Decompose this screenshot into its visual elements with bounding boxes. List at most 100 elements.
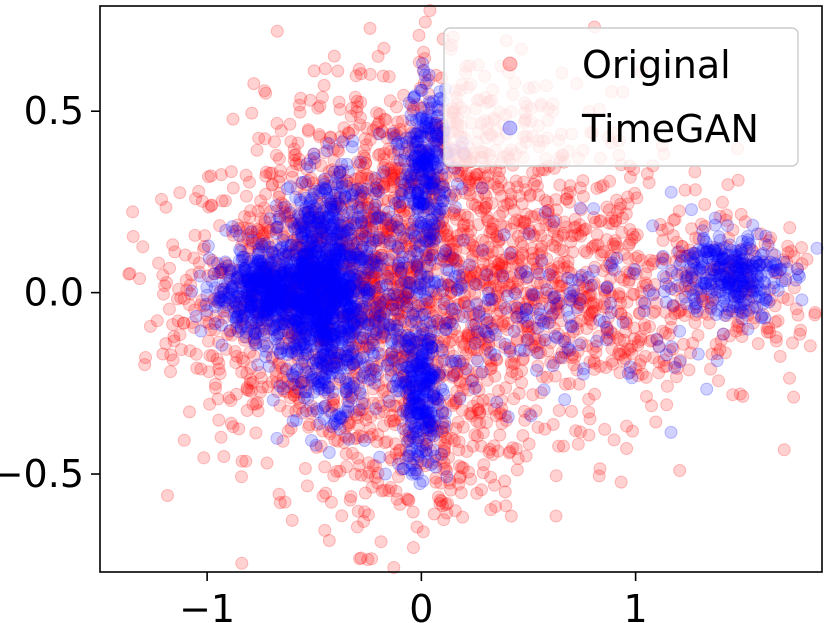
data-point	[343, 231, 357, 245]
data-point	[283, 391, 297, 405]
data-point	[238, 274, 252, 288]
data-point	[365, 356, 379, 370]
data-point	[504, 355, 518, 369]
data-point	[274, 317, 287, 331]
data-point	[245, 285, 259, 298]
data-point	[299, 310, 313, 324]
data-point	[320, 318, 334, 332]
data-point	[280, 256, 294, 270]
data-point	[194, 324, 208, 338]
data-point	[243, 222, 257, 236]
data-point	[589, 215, 602, 229]
series-original	[122, 4, 822, 574]
data-point	[390, 492, 404, 506]
data-point	[278, 265, 292, 279]
data-point	[200, 304, 214, 318]
data-point	[493, 428, 507, 442]
data-point	[285, 234, 299, 248]
data-point	[333, 422, 347, 436]
data-point	[510, 463, 524, 477]
data-point	[273, 259, 287, 273]
data-point	[224, 416, 238, 430]
data-point	[199, 315, 213, 329]
data-point	[276, 201, 290, 215]
data-point	[430, 110, 444, 124]
data-point	[386, 217, 400, 231]
data-point	[552, 404, 566, 417]
data-point	[300, 248, 314, 261]
data-point	[439, 498, 453, 511]
data-point	[354, 169, 368, 183]
data-point	[688, 165, 702, 179]
data-point	[261, 236, 275, 250]
data-point	[231, 289, 245, 303]
data-point	[245, 316, 259, 330]
data-point	[386, 414, 400, 428]
data-point	[353, 111, 367, 125]
data-point	[238, 251, 252, 265]
data-point	[410, 520, 424, 534]
data-point	[516, 248, 530, 262]
data-point	[190, 361, 204, 375]
data-point	[475, 483, 488, 497]
data-point	[751, 337, 765, 351]
data-point	[248, 291, 262, 305]
data-point	[473, 405, 487, 419]
data-point	[424, 331, 438, 345]
data-point	[321, 362, 334, 376]
data-point	[466, 439, 480, 453]
data-point	[352, 62, 366, 76]
data-point	[177, 292, 191, 306]
data-point	[607, 433, 621, 447]
data-point	[261, 292, 274, 306]
data-point	[316, 230, 330, 244]
data-point	[269, 238, 283, 252]
data-point	[161, 489, 174, 502]
data-point	[245, 106, 259, 120]
data-point	[585, 241, 599, 255]
data-point	[353, 252, 367, 266]
data-point	[133, 272, 147, 286]
data-point	[295, 273, 309, 287]
data-point	[290, 182, 304, 196]
data-point	[202, 251, 216, 265]
data-point	[373, 147, 387, 161]
data-point	[322, 293, 336, 307]
data-point	[322, 317, 336, 331]
data-point	[488, 369, 502, 383]
data-point	[395, 414, 409, 428]
data-point	[565, 229, 579, 243]
data-point	[237, 354, 250, 368]
data-point	[252, 305, 266, 319]
data-point	[152, 256, 166, 270]
data-point	[298, 363, 312, 377]
data-point	[243, 300, 257, 314]
data-point	[511, 229, 525, 243]
data-point	[332, 266, 346, 280]
data-point	[365, 428, 379, 441]
data-point	[339, 260, 353, 274]
data-point	[557, 255, 571, 269]
data-point	[201, 170, 215, 184]
data-point	[401, 493, 415, 507]
data-point	[200, 308, 214, 322]
data-point	[297, 204, 311, 218]
data-point	[281, 247, 295, 261]
data-point	[296, 406, 310, 420]
data-point	[406, 505, 420, 519]
data-point	[202, 200, 216, 214]
data-point	[405, 319, 419, 332]
data-point	[274, 124, 288, 138]
data-point	[583, 412, 597, 426]
data-point	[496, 314, 510, 328]
data-point	[468, 428, 482, 442]
data-point	[287, 217, 301, 230]
data-point	[236, 250, 250, 264]
data-point	[494, 175, 508, 189]
data-point	[422, 220, 436, 234]
data-point	[643, 320, 656, 334]
data-point	[305, 208, 319, 222]
data-point	[273, 399, 287, 413]
data-point	[229, 224, 243, 238]
data-point	[317, 359, 331, 373]
